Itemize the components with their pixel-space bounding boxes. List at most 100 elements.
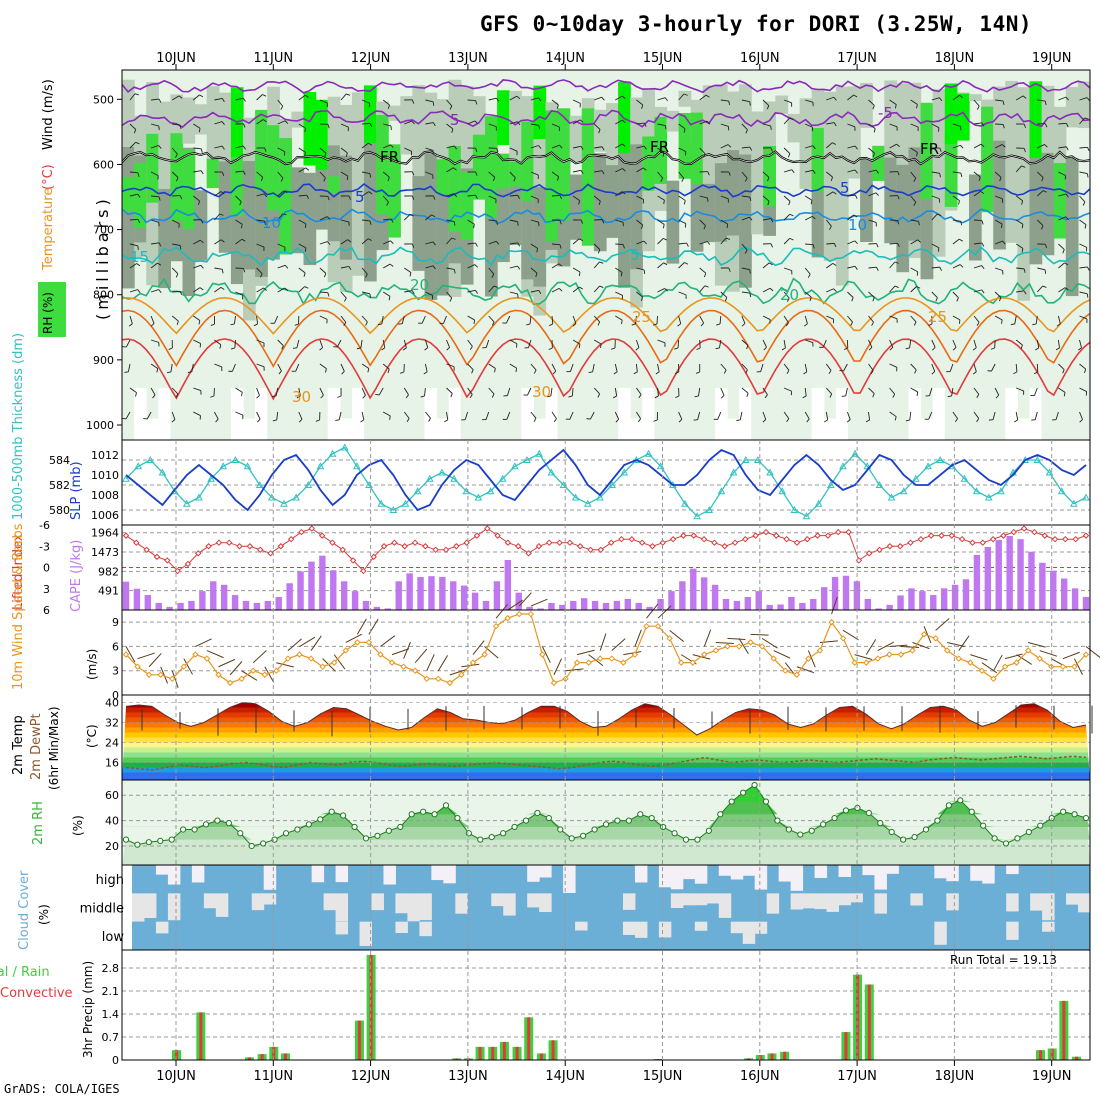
wind-barb [741,267,750,271]
li-point [896,543,904,550]
rh-green-cell [255,109,268,191]
wind-barb-flag [282,213,287,216]
wind-barb [171,387,179,395]
wind-barb [298,167,306,173]
rh-dark-cell [364,138,377,282]
wind-barb [277,147,286,153]
wind-barb-10m [599,633,607,651]
contour-label: 25 [632,308,651,326]
wind-barb [847,169,856,173]
rh-green-cell [642,136,655,191]
wind-barb-flag [600,343,602,348]
li-point [969,539,976,546]
wind-barb [277,287,285,293]
cape-bar [744,597,752,610]
chart-title: GFS 0~10day 3-hourly for DORI (3.25W, 14… [480,12,1033,36]
wind-point [631,651,639,658]
wind-barb-flag [449,297,453,302]
rh-low-cell [509,314,522,440]
wind-barb [825,363,832,371]
wind-barb [319,147,327,154]
cape-bar [330,570,337,610]
thickness-point [413,487,422,495]
wind-barb-flag [1023,123,1027,129]
wind-barb [404,120,412,125]
wind-barb-flag [875,192,879,196]
wind-barb-flag [187,371,192,374]
thickness-point [608,480,616,488]
wind-barb-flag [304,128,307,133]
cloud-cell [946,865,959,882]
rh-mid-cell [1005,80,1018,243]
wind-barb-flag [411,171,415,176]
wind-barb-flag [767,201,770,206]
thickness-point [1057,487,1066,495]
wind-barb-10m [773,650,791,659]
rh-mid-cell [969,94,982,102]
cloud-cell [132,893,145,922]
wind-barb-flag [179,245,182,250]
rh-low-cell [690,314,704,440]
rh-point [145,839,152,846]
wind-barb [697,411,701,420]
wind-barb [636,195,644,200]
cloud-cell [215,893,229,917]
wind-barb-flag [1041,177,1044,182]
rh-low-cell [630,418,643,440]
wind-barb-flag [580,170,584,174]
wind-barb [509,171,516,179]
contour-label: 30 [292,388,311,406]
wind-barb-flag [200,148,203,153]
wind-barb-flag [706,120,711,125]
contour-label: 20 [780,286,799,304]
wind-barb [678,93,685,101]
wind-barb [235,195,242,202]
wind-barb-10m [426,654,435,672]
rh-dark-cell [194,190,208,261]
cloud-cell [682,865,696,880]
wind-barb-flag [976,394,980,399]
wind-barb-flag [1010,323,1015,326]
temp-label2: 2m DewPt [29,713,44,780]
wind-barb [699,285,706,293]
wind-barb-flag [654,395,659,399]
rh-low-cell [170,314,184,440]
wind-barb-flag [972,347,977,351]
li-point [866,550,873,557]
legend-temp: Temperature [41,188,56,271]
wind-barb-10m [391,648,410,656]
li-point [1020,525,1028,532]
wind-point [550,679,558,687]
cape-bar [395,581,402,610]
wind-barb-flag [387,369,390,374]
wind-barb-flag [1001,319,1003,324]
cloud-cell [431,865,444,881]
cloud-row-label: middle [80,902,124,917]
rh-point [420,808,427,815]
wind-barb-flag [158,196,161,201]
wind-barb-flag [1042,190,1047,193]
thickness-point [511,462,519,470]
wind-barb [868,411,871,420]
rh-mid-cell [182,97,196,144]
rh-green-cell [690,112,704,185]
wind-barb-10m [1062,651,1080,660]
temp-band [122,742,1090,748]
wind-barb [826,191,834,197]
wind-barb [551,123,560,128]
cape-tick: 491 [98,585,119,598]
wind-barb-flag [262,94,267,97]
wind-barb [973,190,981,197]
precip-bar-conv [1062,1000,1066,1060]
cloud-cell [694,921,708,931]
wind-barb-flag [854,169,858,174]
li-point [453,543,460,550]
wind-barb [762,315,771,320]
wind-barb [594,96,602,101]
cloud-cell [910,893,923,906]
wind-barb-flag [894,285,899,288]
wind-barb-flag [640,296,644,301]
wind-barb-flag [1034,371,1039,375]
wind-barb-flag [375,393,380,396]
wind-barb [762,339,767,348]
